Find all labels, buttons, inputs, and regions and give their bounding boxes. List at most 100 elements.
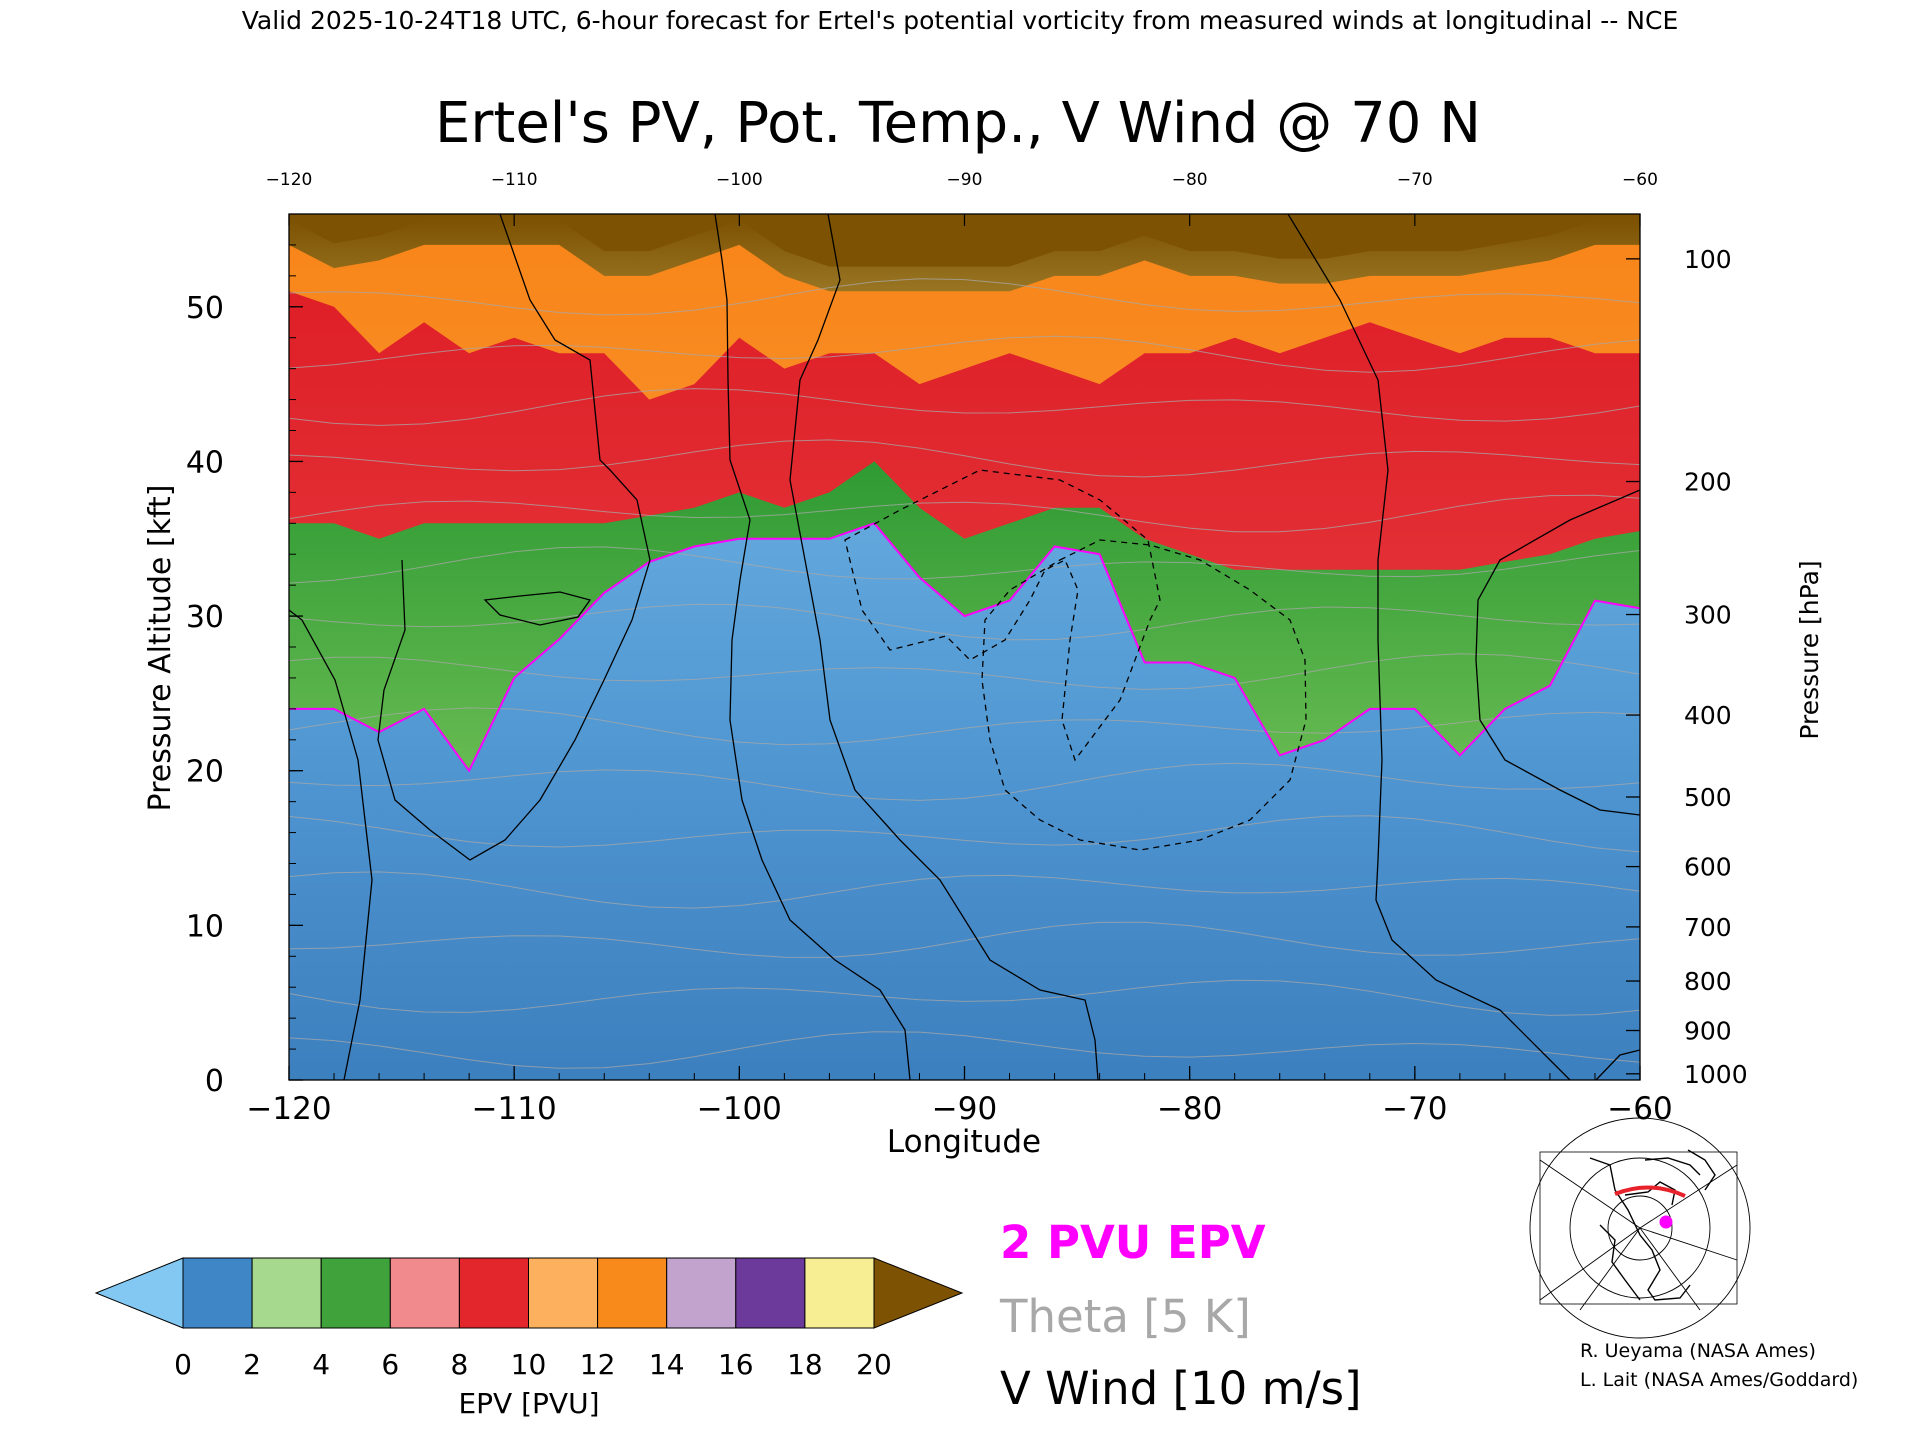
theta-contour-350 (289, 603, 1640, 641)
header-text: Valid 2025-10-24T18 UTC, 6-hour forecast… (242, 6, 1679, 35)
theta-contour-380 (289, 439, 1640, 478)
y-tick-label: 10 (186, 909, 224, 944)
legend-epv: 2 PVU EPV (1000, 1216, 1266, 1269)
colorbar-bin (804, 1257, 875, 1329)
theta-contour-400 (289, 335, 1640, 373)
theta-contour-330 (289, 707, 1640, 746)
top-tick-label: −60 (1622, 170, 1658, 190)
colorbar-tick-label: 12 (580, 1348, 616, 1381)
colorbar-tick-label: 16 (718, 1348, 754, 1381)
credit-line-2: L. Lait (NASA Ames/Goddard) (1580, 1369, 1858, 1391)
top-tick-label: −110 (491, 170, 538, 190)
colorbar-label: EPV [PVU] (458, 1387, 599, 1420)
legend-theta: Theta [5 K] (999, 1290, 1251, 1343)
map-location-marker (1659, 1215, 1673, 1229)
v-wind-neg10-contour (844, 469, 1161, 762)
v-wind-0-contour-west (289, 609, 373, 1080)
theta-contour-300 (289, 871, 1640, 909)
x-tick-label: −80 (1157, 1091, 1222, 1127)
colorbar-tick-label: 6 (381, 1348, 399, 1381)
colorbar-bin (735, 1257, 806, 1329)
theta-contour-390 (289, 388, 1640, 426)
y-axis-label-right: Pressure [hPa] (1795, 560, 1824, 739)
pressure-tick-label: 300 (1684, 601, 1732, 630)
x-tick-label: −70 (1382, 1091, 1447, 1127)
v-wind-30-contour (483, 591, 592, 626)
two-pvu-contour (289, 522, 1640, 773)
x-tick-label: −110 (472, 1091, 557, 1127)
colorbar-bin (389, 1257, 460, 1329)
v-wind-contours (289, 214, 1640, 1080)
pressure-tick-label: 500 (1684, 783, 1732, 812)
top-tick-label: −120 (266, 170, 313, 190)
theta-contour-310 (289, 815, 1640, 853)
credit-line-1: R. Ueyama (NASA Ames) (1580, 1340, 1816, 1362)
pressure-tick-label: 900 (1684, 1017, 1732, 1046)
colorbar-tick-label: 4 (312, 1348, 330, 1381)
top-tick-label: −100 (716, 170, 763, 190)
pressure-tick-label: 1000 (1684, 1060, 1748, 1089)
y-tick-label: 50 (186, 291, 224, 326)
theta-contour-270 (289, 1031, 1640, 1069)
legend-v-wind: V Wind [10 m/s] (1000, 1362, 1362, 1415)
left-axis: 0 10 20 30 40 50 (186, 244, 303, 1099)
theta-contours (289, 278, 1640, 1069)
colorbar-bin (666, 1257, 737, 1329)
map-graticule (1529, 1117, 1751, 1339)
theta-contour-410 (289, 278, 1640, 316)
top-tick-label: −80 (1172, 170, 1208, 190)
map-inset (1529, 1117, 1751, 1339)
colorbar-tick-label: 14 (649, 1348, 685, 1381)
colorbar-bin (251, 1257, 322, 1329)
pressure-tick-label: 400 (1684, 701, 1732, 730)
colorbar-bin (597, 1257, 668, 1329)
y-tick-label: 0 (205, 1064, 224, 1099)
theta-contour-340 (289, 653, 1640, 690)
theta-contour-290 (289, 921, 1640, 958)
y-axis-label-left: Pressure Altitude [kft] (143, 485, 178, 812)
v-wind-0-contour-mid (789, 214, 1099, 1080)
top-tick-label: −70 (1397, 170, 1433, 190)
x-axis-label: Longitude (887, 1124, 1041, 1160)
colorbar-tick-label: 0 (174, 1348, 192, 1381)
y-tick-label: 20 (186, 755, 224, 790)
colorbar-bin (458, 1257, 529, 1329)
v-wind-10-contour (714, 214, 911, 1080)
v-wind-0-contour-central (377, 214, 651, 861)
pressure-tick-label: 700 (1684, 913, 1732, 942)
plot-area (289, 214, 1640, 1080)
pressure-tick-label: 600 (1684, 853, 1732, 882)
map-inset-frame (1539, 1151, 1738, 1305)
colorbar-bin (320, 1257, 391, 1329)
x-tick-label: −90 (932, 1091, 997, 1127)
map-coastlines (1589, 1149, 1716, 1301)
theta-contour-360 (289, 546, 1640, 584)
v-wind-neg10-contour-large (981, 539, 1307, 851)
theta-contour-370 (289, 494, 1640, 533)
colorbar-bin (528, 1257, 599, 1329)
v-wind-10-contour-east (1475, 489, 1640, 816)
colorbar: 0 2 4 6 8 10 12 14 16 18 20 (94, 1257, 964, 1381)
y-tick-label: 30 (186, 600, 224, 635)
colorbar-tick-label: 8 (450, 1348, 468, 1381)
pressure-tick-label: 800 (1684, 967, 1732, 996)
colorbar-tick-label: 10 (511, 1348, 547, 1381)
colorbar-tick-label: 2 (243, 1348, 261, 1381)
y-tick-label: 40 (186, 445, 224, 480)
colorbar-overflow-triangle (873, 1257, 964, 1329)
x-tick-label: −60 (1607, 1091, 1672, 1127)
colorbar-tick-label: 18 (787, 1348, 823, 1381)
pressure-tick-label: 100 (1684, 245, 1732, 274)
theta-contour-280 (289, 979, 1640, 1016)
colorbar-bin (182, 1257, 253, 1329)
x-tick-label: −120 (246, 1091, 331, 1127)
map-cross-section-path (1614, 1185, 1686, 1198)
pressure-tick-label: 200 (1684, 468, 1732, 497)
v-wind-10-contour-surface-east (1595, 1049, 1640, 1080)
chart-title: Ertel's PV, Pot. Temp., V Wind @ 70 N (435, 91, 1481, 156)
top-tick-label: −90 (947, 170, 983, 190)
x-tick-label: −100 (697, 1091, 782, 1127)
x-axis: −120 −110 −100 −90 −80 −70 −60 (246, 1066, 1673, 1127)
top-axis: −120 −110 −100 −90 −80 −70 −60 (266, 170, 1658, 226)
